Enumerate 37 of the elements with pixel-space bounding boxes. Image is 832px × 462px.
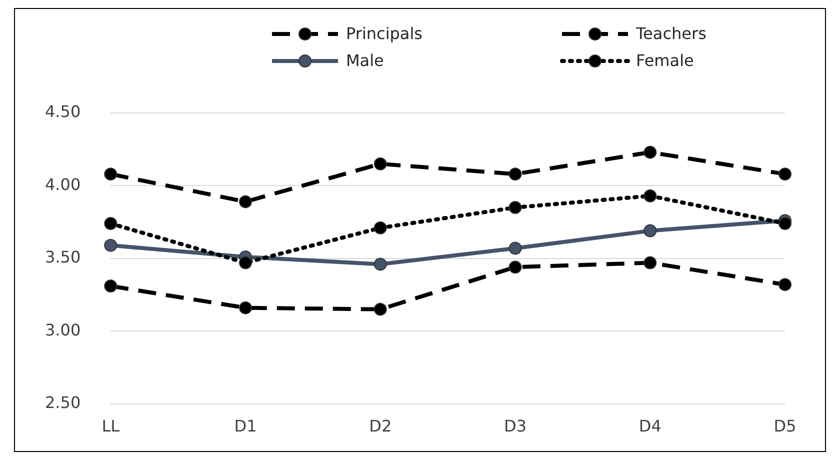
point [374,221,387,234]
point [239,195,252,208]
point [778,217,792,230]
point [644,256,657,270]
point [239,301,252,314]
x-tick-label: D2 [369,416,392,436]
point [508,201,522,214]
point [104,217,118,230]
x-tick-label: D5 [774,416,796,436]
y-tick-label: 2.50 [45,392,81,412]
x-tick-label: D1 [234,416,257,436]
y-tick-label: 4.00 [45,174,81,194]
point [104,238,118,252]
point [644,189,657,202]
x-tick-label: D3 [504,416,526,436]
point [239,256,252,270]
point [508,168,522,181]
point [374,302,387,316]
x-tick-label: LL [102,416,120,436]
point [104,280,118,293]
point [508,242,522,255]
point [374,258,387,271]
x-tick-label: D4 [638,416,662,436]
point [778,278,792,292]
point [644,146,657,159]
legend-label: Principals [346,24,423,43]
legend-label: Male [346,51,384,70]
point [778,168,792,181]
y-tick-label: 4.50 [45,102,81,122]
y-tick-label: 3.50 [45,248,81,267]
legend-label: Teachers [636,24,706,43]
legend-label: Female [636,51,694,70]
point [644,224,657,238]
point [104,168,118,181]
point [374,157,387,170]
point [508,260,522,274]
y-tick-label: 3.00 [45,320,81,340]
